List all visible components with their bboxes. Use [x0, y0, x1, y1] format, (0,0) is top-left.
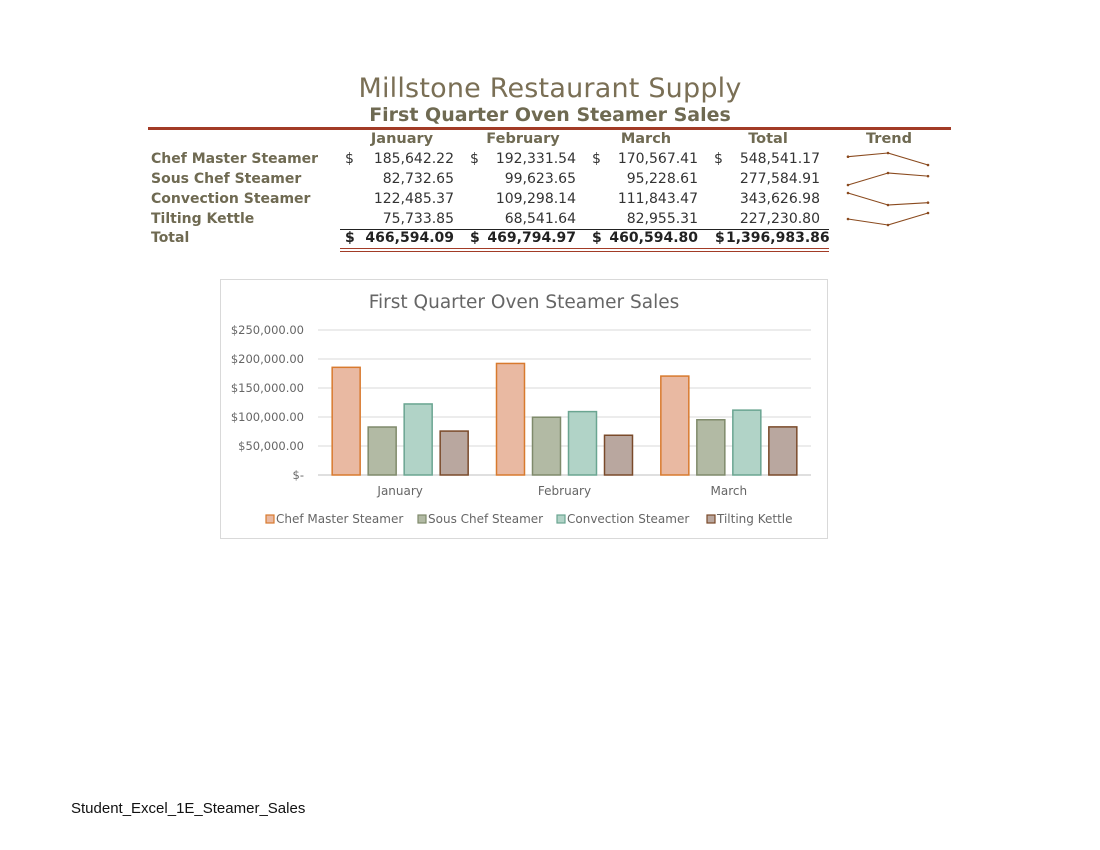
cell-convection-total: 343,626.98	[739, 191, 820, 207]
trend-sparklines	[846, 151, 930, 227]
bar-convection-steamer-march[interactable]	[732, 409, 762, 476]
currency-symbol: $	[715, 230, 725, 246]
total-grand: 1,396,983.86	[726, 230, 830, 246]
sparkline-chef-master-steamer	[847, 152, 929, 166]
header-january: January	[370, 131, 434, 147]
cell-convection-january: 122,485.37	[373, 191, 454, 207]
legend-entry: Chef Master Steamer	[276, 512, 403, 526]
total-january: 466,594.09	[365, 230, 454, 246]
sparkline-marker	[926, 201, 930, 204]
document-title: Millstone Restaurant Supply	[358, 73, 742, 104]
cell-tilting-total: 227,230.80	[739, 211, 820, 227]
document-subtitle: First Quarter Oven Steamer Sales	[369, 104, 731, 126]
chart-title: First Quarter Oven Steamer Sales	[369, 292, 680, 313]
cell-chef-master-january: 185,642.22	[373, 151, 454, 167]
bar-convection-steamer-february[interactable]	[567, 410, 598, 476]
sparkline-marker	[846, 217, 850, 221]
x-tick-label: February	[538, 484, 591, 498]
cell-sous-chef-january: 82,732.65	[382, 171, 454, 187]
cell-convection-february: 109,298.14	[495, 191, 576, 207]
bar-chart: First Quarter Oven Steamer Sales $- $50,0…	[231, 292, 811, 526]
sparkline-marker	[926, 211, 930, 215]
sparkline-tilting-kettle	[847, 212, 929, 226]
currency-symbol: $	[714, 151, 723, 167]
cell-convection-march: 111,843.47	[617, 191, 698, 207]
sparkline-marker	[886, 203, 890, 207]
legend-swatch	[265, 514, 275, 524]
y-tick-label: $200,000.00	[231, 352, 304, 366]
cell-chef-master-total: 548,541.17	[739, 151, 820, 167]
currency-symbol: $	[345, 230, 355, 246]
cell-sous-chef-total: 277,584.91	[739, 171, 820, 187]
bar-chef-master-steamer-january[interactable]	[331, 366, 361, 476]
bar-convection-steamer-january[interactable]	[403, 403, 433, 476]
sparkline-marker	[926, 163, 930, 167]
title-rule	[148, 127, 951, 130]
y-tick-label: $250,000.00	[231, 323, 304, 337]
currency-symbol: $	[592, 151, 601, 167]
sparkline-marker	[846, 183, 850, 187]
bar-chef-master-steamer-march[interactable]	[660, 375, 690, 476]
legend-swatch	[556, 514, 566, 524]
bar-tilting-kettle-march[interactable]	[768, 426, 798, 476]
bar-tilting-kettle-february[interactable]	[603, 434, 634, 476]
legend-entry: Sous Chef Steamer	[428, 512, 543, 526]
cell-tilting-march: 82,955.31	[626, 211, 698, 227]
header-trend: Trend	[866, 131, 912, 147]
bar-chef-master-steamer-february[interactable]	[495, 362, 526, 476]
sparkline-marker	[926, 174, 930, 178]
total-double-underline-bottom	[340, 251, 829, 252]
bar-tilting-kettle-january[interactable]	[439, 430, 469, 476]
cell-tilting-february: 68,541.64	[504, 211, 576, 227]
bar-sous-chef-steamer-february[interactable]	[531, 416, 562, 476]
legend-entry: Convection Steamer	[567, 512, 689, 526]
sparkline-marker	[846, 191, 850, 195]
sparkline-marker	[886, 171, 890, 175]
row-label-convection: Convection Steamer	[151, 191, 311, 207]
bar-sous-chef-steamer-march[interactable]	[696, 419, 726, 476]
total-top-border	[340, 229, 829, 230]
header-february: February	[486, 131, 560, 147]
chart-area[interactable]: First Quarter Oven Steamer Sales $- $50,0…	[220, 279, 828, 539]
cell-sous-chef-february: 99,623.65	[504, 171, 576, 187]
sparkline-marker	[886, 151, 890, 155]
footer-filename: Student_Excel_1E_Steamer_Sales	[71, 800, 306, 817]
currency-symbol: $	[592, 230, 602, 246]
sparkline-marker	[886, 223, 890, 227]
total-february: 469,794.97	[487, 230, 576, 246]
row-label-sous-chef: Sous Chef Steamer	[151, 171, 302, 187]
header-march: March	[620, 131, 672, 147]
y-tick-label: $-	[293, 468, 304, 482]
bar-sous-chef-steamer-january[interactable]	[367, 426, 397, 476]
y-tick-label: $150,000.00	[231, 381, 304, 395]
y-tick-label: $100,000.00	[231, 410, 304, 424]
header-total: Total	[748, 131, 788, 147]
cell-sous-chef-march: 95,228.61	[626, 171, 698, 187]
cell-chef-master-february: 192,331.54	[495, 151, 576, 167]
currency-symbol: $	[470, 151, 479, 167]
sparkline-sous-chef-steamer	[847, 172, 929, 186]
row-label-chef-master: Chef Master Steamer	[151, 151, 319, 167]
currency-symbol: $	[470, 230, 480, 246]
row-label-tilting-kettle: Tilting Kettle	[151, 211, 255, 227]
x-tick-label: March	[711, 484, 748, 498]
total-double-underline-top	[340, 248, 829, 249]
legend-swatch	[417, 514, 427, 524]
sparkline-marker	[846, 155, 850, 158]
total-march: 460,594.80	[609, 230, 698, 246]
legend-entry: Tilting Kettle	[716, 512, 793, 526]
x-tick-label: January	[376, 484, 423, 498]
sparkline-convection-steamer	[847, 192, 929, 206]
cell-chef-master-march: 170,567.41	[617, 151, 698, 167]
cell-tilting-january: 75,733.85	[382, 211, 454, 227]
currency-symbol: $	[345, 151, 354, 167]
row-label-total: Total	[151, 230, 190, 246]
legend-swatch	[706, 514, 716, 524]
y-tick-label: $50,000.00	[238, 439, 304, 453]
